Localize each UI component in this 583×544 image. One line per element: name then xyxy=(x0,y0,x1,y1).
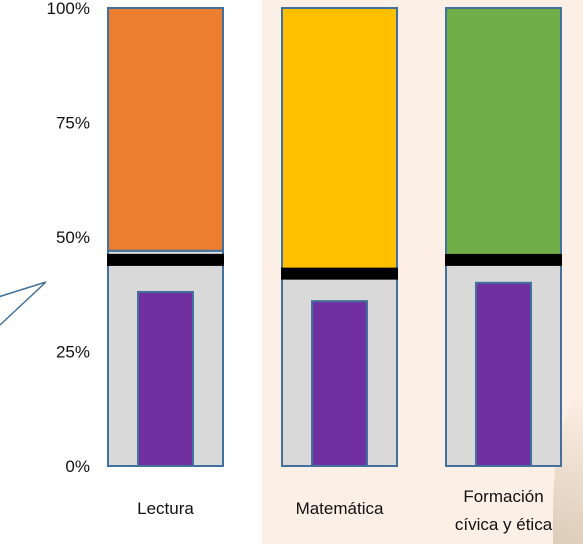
y-tick-label: 75% xyxy=(56,114,90,133)
bar-top-segment xyxy=(445,7,562,261)
category-labels: Lectura Matemática Formación cívica y ética xyxy=(137,487,553,534)
bar-marker-line xyxy=(107,253,224,266)
y-tick-label: 50% xyxy=(56,228,90,247)
bar-value xyxy=(311,300,368,467)
bar-value xyxy=(137,290,194,467)
bar-marker-line xyxy=(445,253,562,266)
bar-top-segment xyxy=(107,7,224,252)
y-tick-label: 25% xyxy=(56,343,90,362)
bar-top-segment xyxy=(281,7,398,275)
bars-group xyxy=(107,7,562,468)
bar-marker-line xyxy=(281,267,398,280)
category-label: Matemática xyxy=(296,499,384,518)
y-tick-label: 100% xyxy=(47,0,90,18)
category-label: Formación cívica y ética xyxy=(455,487,553,534)
bar-value xyxy=(475,281,532,467)
y-axis-tick-labels: 0% 25% 50% 75% 100% xyxy=(47,0,90,476)
category-label: Lectura xyxy=(137,499,194,518)
callout-pointer xyxy=(0,281,47,326)
y-tick-label: 0% xyxy=(65,457,90,476)
